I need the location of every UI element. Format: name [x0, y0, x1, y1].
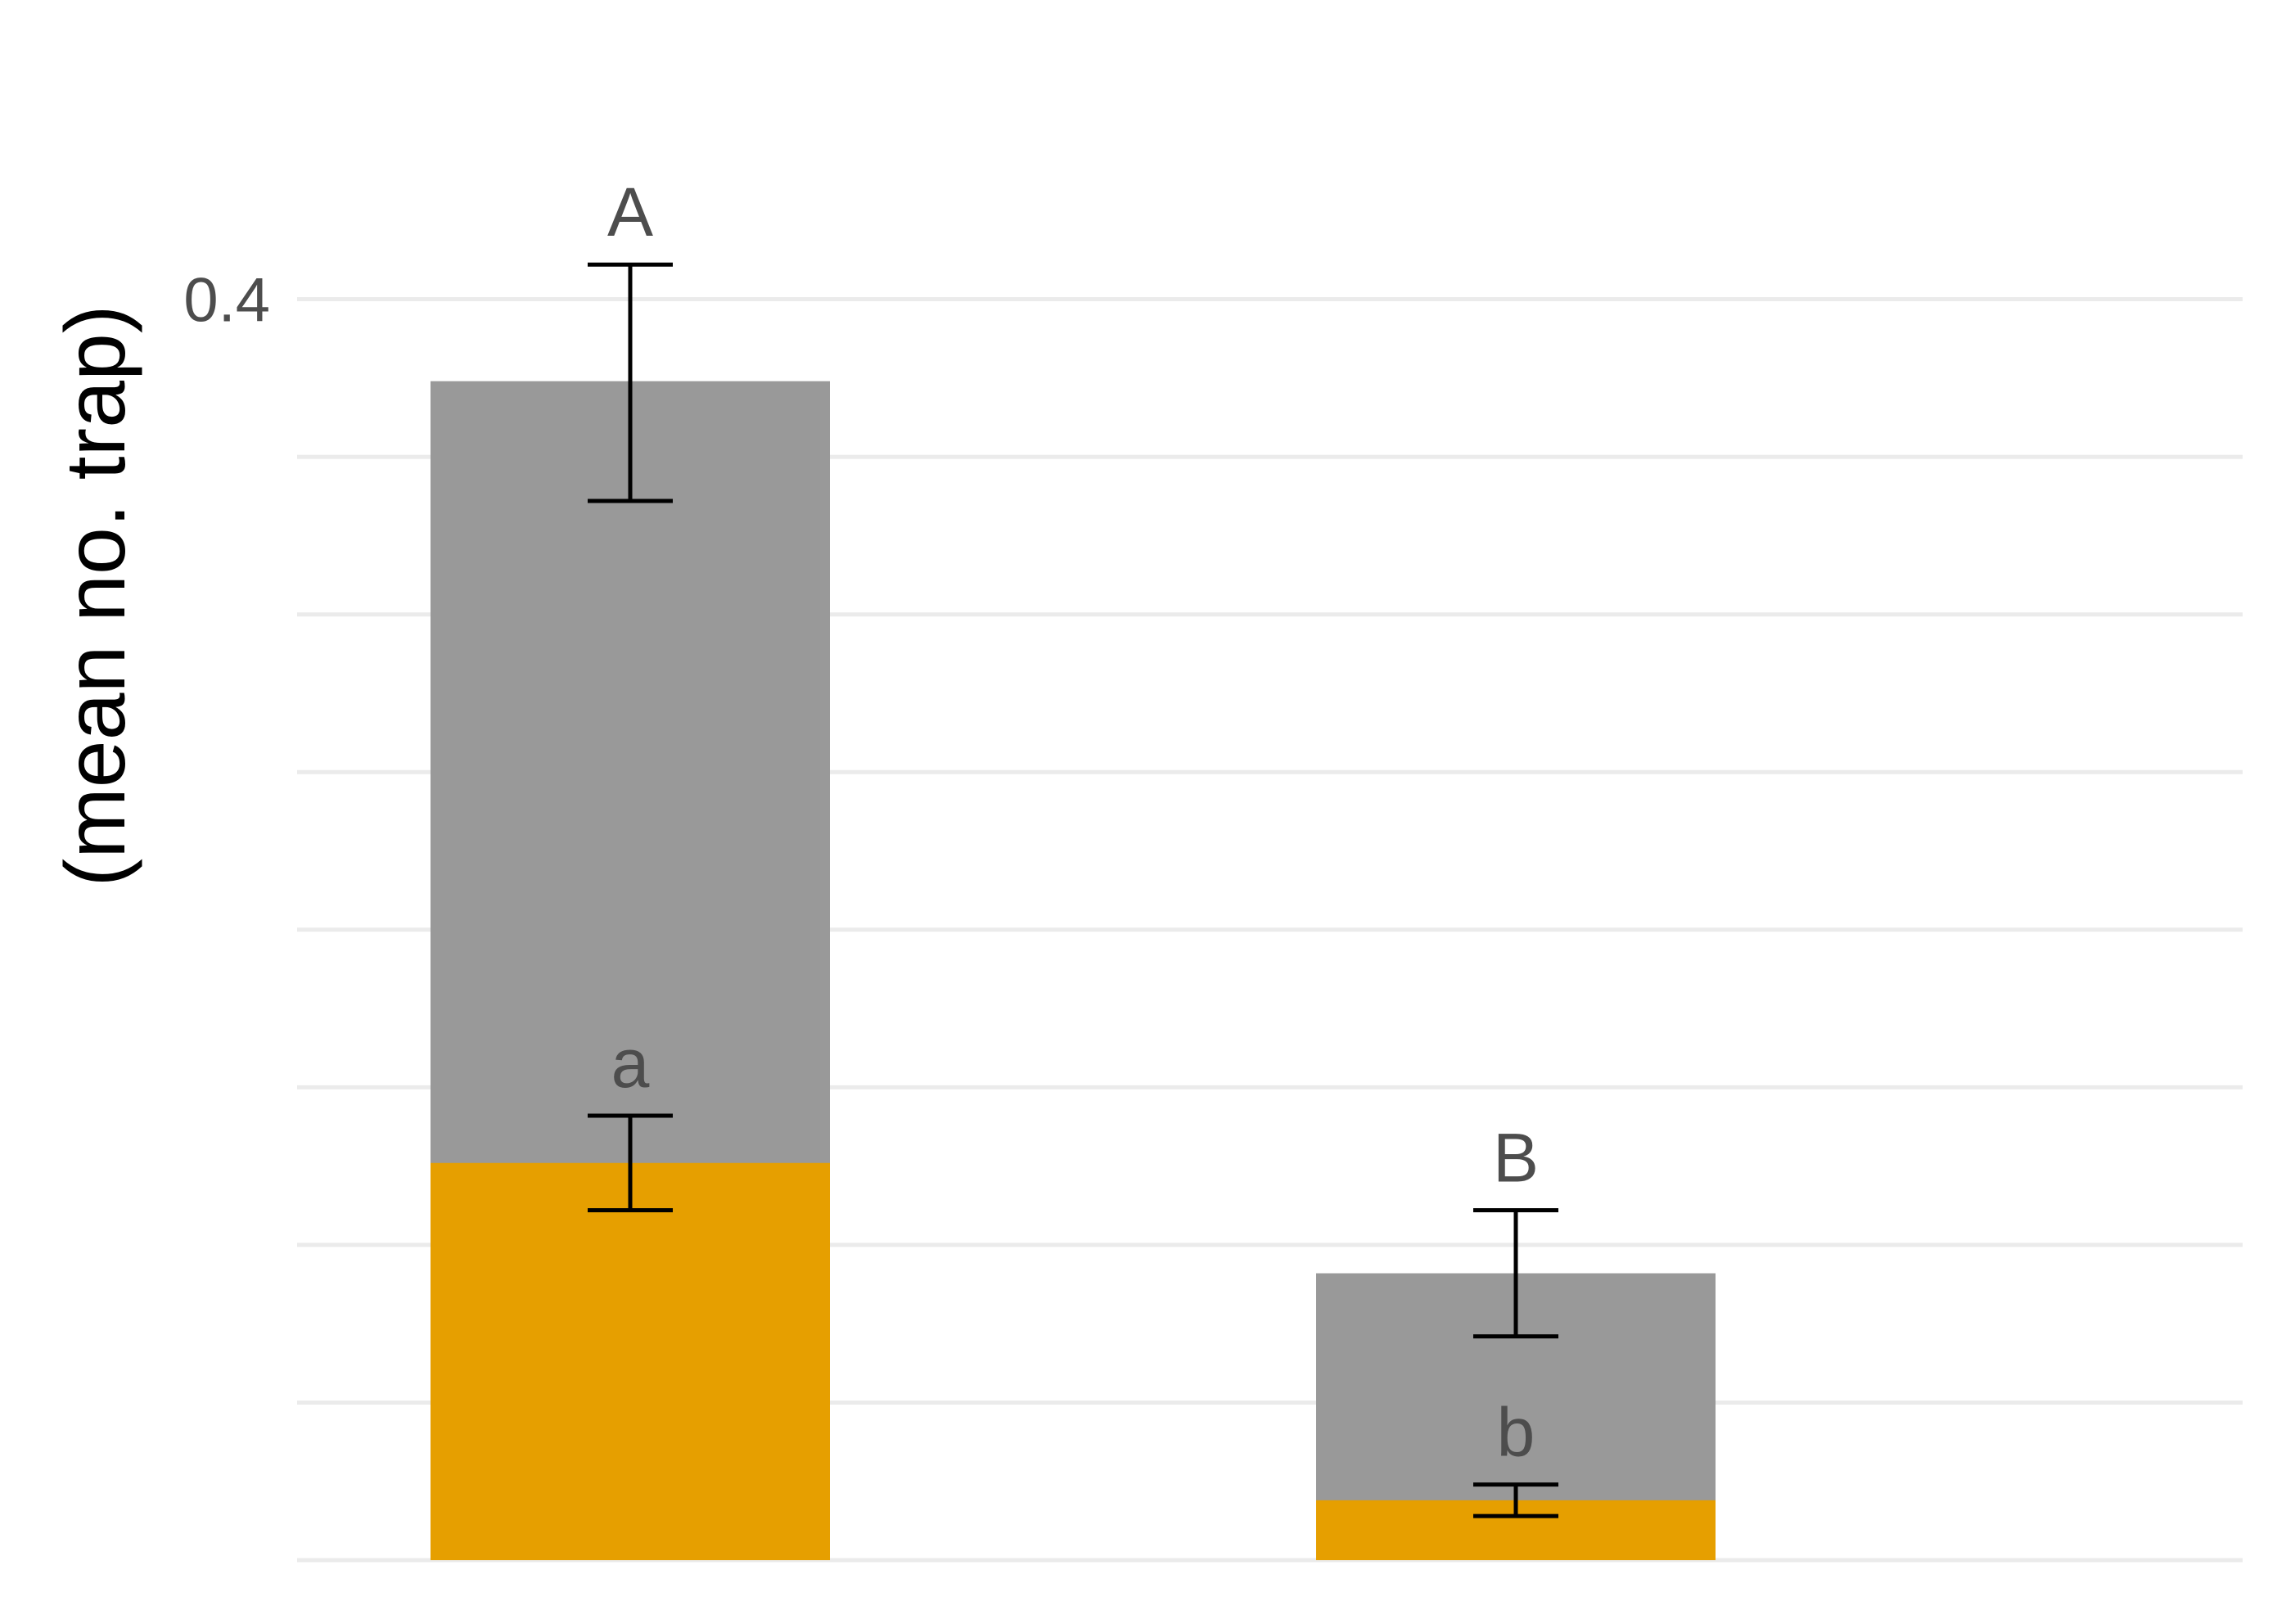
significance-labels: A Ba b [607, 174, 1539, 1470]
significance-label: a [611, 1025, 650, 1102]
error-bar [588, 1113, 673, 1213]
y-axis-title: (mean no. trap) [48, 305, 143, 887]
error-bars [588, 262, 1558, 1518]
bar [431, 1162, 830, 1560]
y-tick-label: 0.4 [183, 266, 270, 336]
error-bar [1473, 1482, 1558, 1518]
y-axis-ticks: 0.4 [183, 266, 270, 336]
error-bar [1473, 1208, 1558, 1339]
error-bar [588, 262, 673, 503]
bars [431, 381, 1716, 1560]
significance-label: B [1493, 1120, 1539, 1197]
significance-label: A [607, 174, 653, 250]
significance-label: b [1497, 1394, 1535, 1471]
